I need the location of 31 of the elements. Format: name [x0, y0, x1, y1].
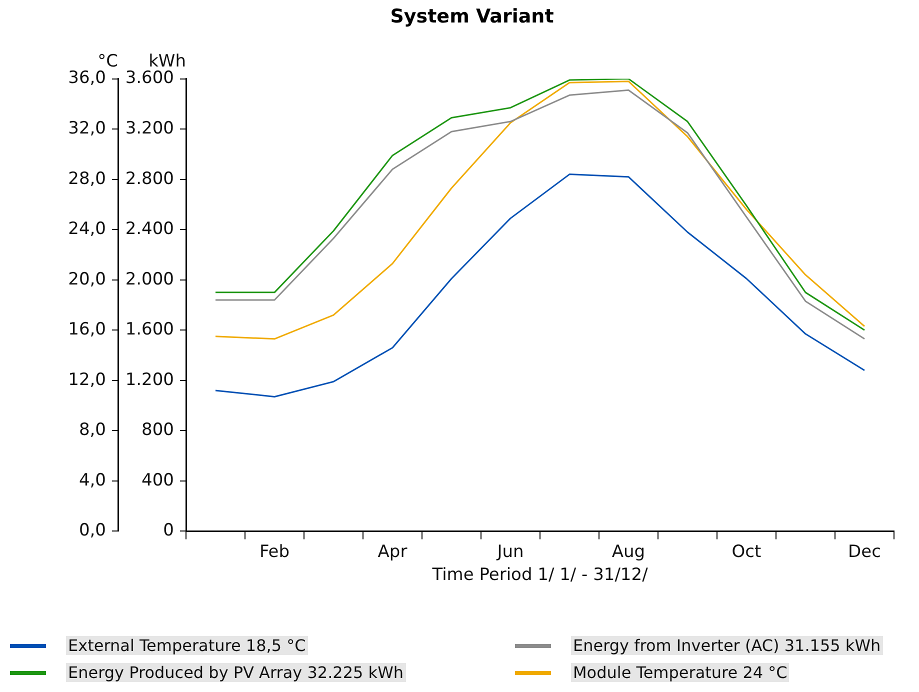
y-tick-label: 16,0 — [68, 320, 106, 340]
y-tick-label: 20,0 — [68, 269, 106, 290]
y2-tick-label: 800 — [142, 420, 174, 440]
y2-tick-label: 2.800 — [125, 168, 174, 189]
y2-tick-label: 2.400 — [125, 219, 174, 240]
legend-label: Energy from Inverter (AC) 31.155 kWh — [571, 636, 883, 655]
x-tick-label: Feb — [259, 542, 290, 562]
y-tick-label: 0,0 — [78, 520, 106, 541]
y2-tick-label: 1.200 — [125, 370, 174, 390]
x-tick-label: Jun — [496, 542, 524, 562]
y-tick-label: 4,0 — [78, 470, 106, 490]
y2-tick-label: 400 — [142, 470, 174, 490]
y2-tick-label: 2.000 — [125, 269, 174, 290]
legend-label: Energy Produced by PV Array 32.225 kWh — [66, 663, 406, 682]
chart-title: System Variant — [390, 5, 554, 28]
y-tick-label: 32,0 — [68, 118, 106, 138]
x-axis-title: Time Period 1/ 1/ - 31/12/ — [431, 565, 648, 586]
legend-label: Module Temperature 24 °C — [571, 663, 790, 682]
y-tick-label: 24,0 — [68, 219, 106, 240]
x-tick-label: Apr — [378, 542, 408, 562]
y2-tick-label: 3.600 — [125, 68, 174, 88]
y2-tick-label: 0 — [163, 520, 174, 541]
y-tick-label: 28,0 — [68, 168, 106, 189]
y2-tick-label: 1.600 — [125, 320, 174, 340]
y-tick-label: 8,0 — [78, 420, 106, 440]
x-tick-label: Dec — [848, 542, 881, 562]
legend-label: External Temperature 18,5 °C — [66, 636, 308, 655]
x-tick-label: Oct — [732, 542, 762, 562]
y-tick-label: 12,0 — [68, 370, 106, 390]
y2-tick-label: 3.200 — [125, 118, 174, 138]
x-tick-label: Aug — [612, 542, 646, 562]
